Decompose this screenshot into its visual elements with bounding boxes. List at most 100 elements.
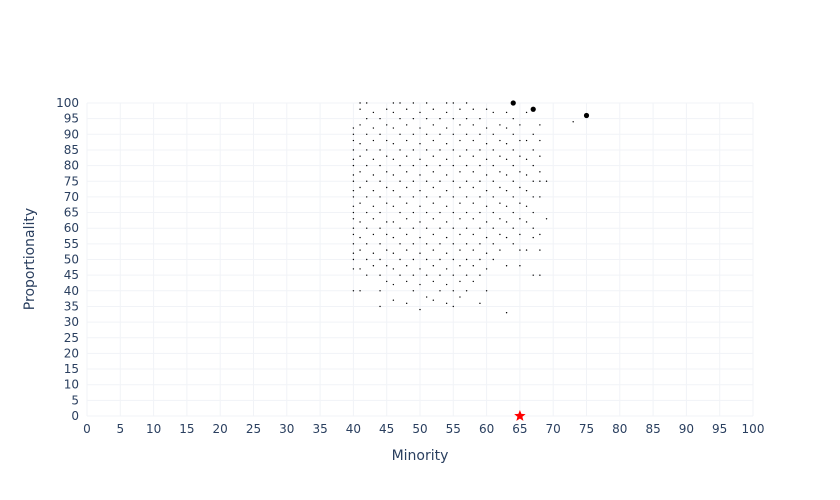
data-point xyxy=(452,180,454,182)
data-point xyxy=(399,227,401,229)
data-point xyxy=(505,312,508,314)
data-point xyxy=(452,117,454,120)
data-point xyxy=(386,221,388,223)
data-point xyxy=(405,139,408,142)
data-point xyxy=(405,265,408,267)
data-point xyxy=(419,221,421,223)
data-point xyxy=(419,127,421,129)
data-point xyxy=(432,155,435,157)
data-point xyxy=(492,149,494,151)
data-point xyxy=(392,268,395,270)
y-tick-label: 35 xyxy=(64,299,79,313)
data-point xyxy=(505,158,508,161)
data-point xyxy=(465,133,468,135)
data-point xyxy=(452,243,454,245)
data-point xyxy=(372,111,375,114)
data-point xyxy=(519,186,521,189)
data-point xyxy=(359,155,361,157)
data-point xyxy=(425,133,428,135)
data-point xyxy=(352,268,355,270)
data-point xyxy=(405,108,408,110)
data-point xyxy=(372,139,375,142)
data-point xyxy=(392,142,395,145)
data-point xyxy=(505,174,508,176)
y-tick-label: 25 xyxy=(64,331,79,345)
data-point xyxy=(452,196,454,198)
data-point xyxy=(419,205,421,207)
data-point xyxy=(532,180,534,182)
data-point xyxy=(512,211,514,214)
data-point xyxy=(492,164,494,167)
x-tick-label: 90 xyxy=(679,422,694,436)
y-tick-label: 5 xyxy=(71,393,79,407)
data-point xyxy=(352,174,355,176)
data-point xyxy=(492,258,494,261)
data-point xyxy=(539,180,541,182)
data-point xyxy=(492,180,494,182)
data-point xyxy=(359,268,361,270)
data-point xyxy=(352,149,355,151)
data-point xyxy=(492,111,494,114)
data-point xyxy=(445,205,448,207)
data-point xyxy=(366,274,368,276)
data-point xyxy=(532,236,534,239)
data-point xyxy=(465,180,468,182)
data-point xyxy=(459,218,461,220)
data-point xyxy=(439,243,441,245)
data-point xyxy=(492,211,494,214)
data-point xyxy=(352,127,355,129)
data-point xyxy=(432,202,435,204)
data-point xyxy=(452,290,454,292)
data-points xyxy=(352,100,590,421)
data-point xyxy=(445,142,448,145)
data-point xyxy=(505,189,508,192)
data-point xyxy=(405,302,408,305)
data-point xyxy=(439,180,441,182)
data-point xyxy=(439,211,441,214)
data-point xyxy=(459,280,461,283)
data-point xyxy=(445,283,448,286)
data-point xyxy=(532,164,534,167)
data-point xyxy=(386,202,388,204)
data-point xyxy=(412,290,415,292)
data-point xyxy=(479,164,481,167)
data-point xyxy=(519,155,521,157)
data-point xyxy=(372,205,375,207)
data-point xyxy=(359,186,361,189)
data-point xyxy=(472,124,474,126)
x-tick-label: 55 xyxy=(446,422,461,436)
data-point xyxy=(405,249,408,251)
data-point xyxy=(379,133,381,135)
data-point xyxy=(399,196,401,198)
data-point xyxy=(479,180,481,182)
data-point xyxy=(445,302,448,305)
data-point xyxy=(412,196,415,198)
data-point xyxy=(485,158,488,161)
data-point xyxy=(386,249,388,251)
data-point xyxy=(519,265,521,267)
data-point xyxy=(452,305,454,308)
data-point xyxy=(439,149,441,151)
x-tick-label: 95 xyxy=(712,422,727,436)
data-point xyxy=(525,174,528,176)
data-point xyxy=(459,108,461,110)
data-point xyxy=(392,236,395,239)
data-point xyxy=(499,249,501,251)
data-point xyxy=(392,189,395,192)
data-point xyxy=(412,164,415,167)
data-point xyxy=(479,196,481,198)
data-point xyxy=(412,243,415,245)
data-point xyxy=(432,171,435,173)
data-point xyxy=(372,127,375,129)
x-tick-label: 60 xyxy=(479,422,494,436)
data-point xyxy=(399,211,401,214)
x-axis-ticks: 0 5 10 15 20 25 30 35 40 45 50 55 60 65 70 75 80 85 90 95 10… xyxy=(83,422,764,436)
data-point xyxy=(452,149,454,151)
data-point xyxy=(352,252,355,254)
data-point xyxy=(425,211,428,214)
data-point xyxy=(405,171,408,173)
data-point xyxy=(445,189,448,192)
data-point xyxy=(499,124,501,126)
data-point xyxy=(379,164,381,167)
